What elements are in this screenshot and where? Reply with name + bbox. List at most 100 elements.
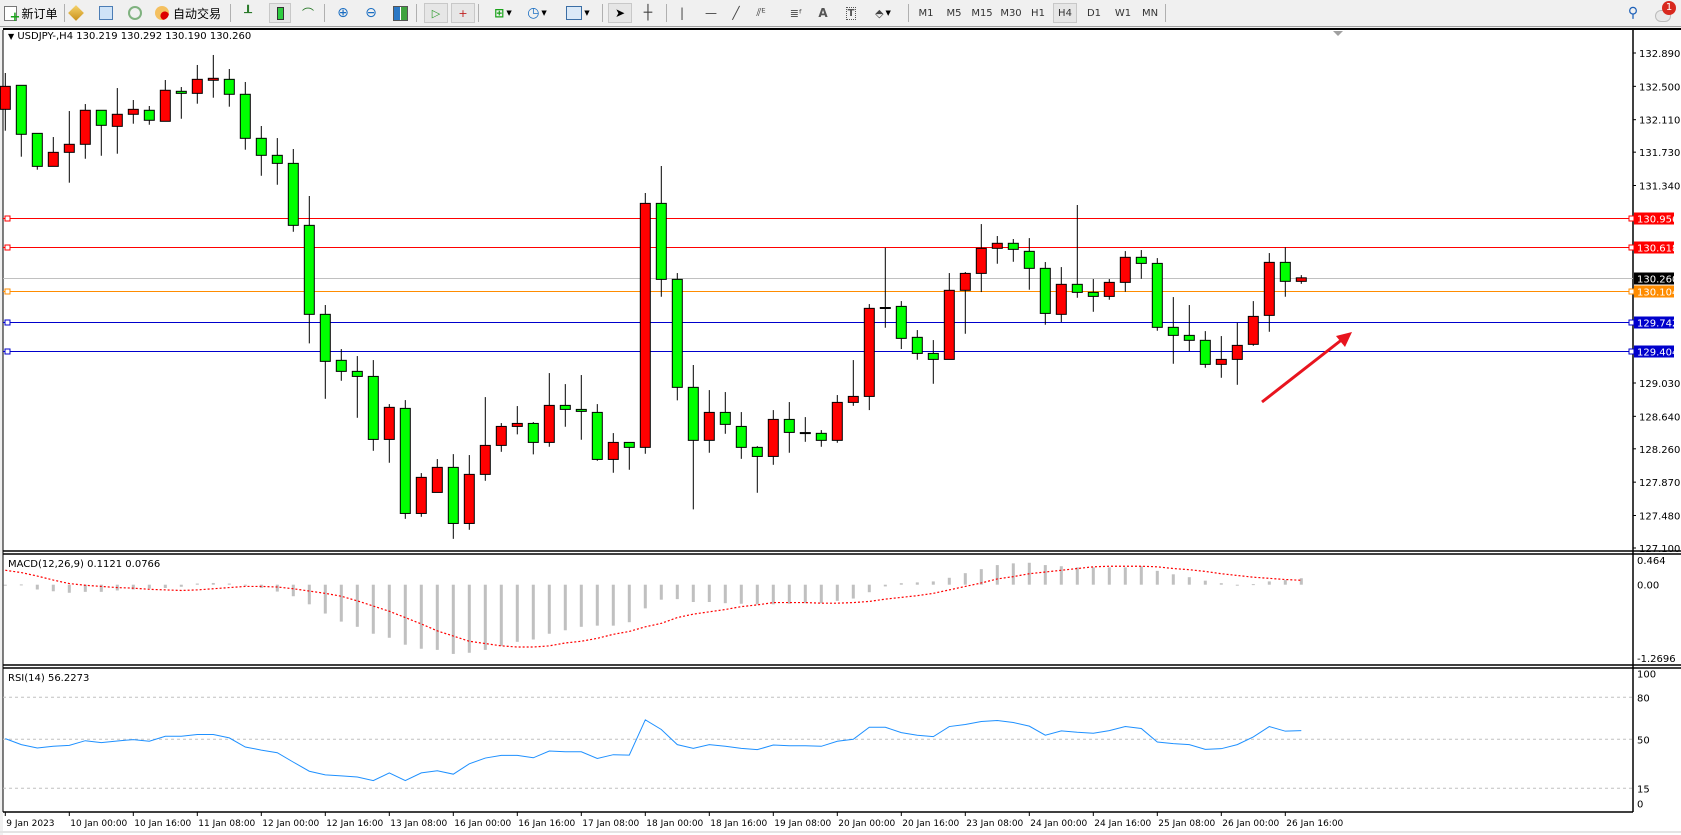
candlestick-button[interactable] (269, 3, 291, 23)
time-axis-label: 17 Jan 08:00 (582, 819, 639, 829)
horizontal-line-button[interactable]: — (701, 3, 721, 23)
line-handle-right (1628, 215, 1635, 222)
line-handle-right (1628, 288, 1635, 295)
bullish-candle (511, 422, 523, 427)
rsi-line (5, 719, 1302, 782)
fibonacci-button[interactable]: ≣ᶠ (785, 3, 807, 23)
navigator-button[interactable] (97, 3, 115, 23)
price-axis-label: 128.640 (1639, 412, 1680, 423)
tile-windows-button[interactable] (391, 3, 409, 23)
time-axis-label: 10 Jan 00:00 (70, 819, 127, 829)
time-axis-label: 25 Jan 08:00 (1158, 819, 1215, 829)
macd-histogram-bar (1075, 567, 1079, 585)
bearish-candle (271, 154, 283, 164)
macd-histogram-bar (579, 584, 583, 627)
bearish-candle (223, 78, 235, 95)
bar-chart-icon: ┸ (244, 5, 252, 21)
crosshair-button[interactable]: ┼ (638, 3, 658, 23)
new-order-button[interactable]: + 新订单 (2, 3, 60, 24)
macd-signal-line (5, 565, 1302, 648)
macd-histogram-bar (35, 584, 39, 590)
indicators-button[interactable]: ▼ (562, 3, 594, 23)
time-axis-label: 16 Jan 16:00 (518, 819, 575, 829)
timeframe-m5[interactable]: M5 (946, 7, 962, 19)
text-icon: A (818, 6, 828, 20)
macd-histogram-bar (995, 565, 999, 585)
text-button[interactable]: A (814, 3, 832, 23)
crosshair-icon: ┼ (643, 5, 653, 21)
arrows-icon: ⬘ (875, 6, 884, 20)
new-order-icon: + (4, 5, 20, 24)
time-axis-label: 18 Jan 00:00 (646, 819, 703, 829)
bullish-candle (191, 78, 203, 94)
time-axis-label: 12 Jan 16:00 (326, 819, 383, 829)
bullish-candle (159, 89, 171, 122)
auto-trading-button[interactable]: 自动交易 (154, 3, 222, 23)
zoom-in-icon: ⊕ (337, 5, 349, 21)
bearish-candle (719, 411, 731, 425)
bullish-candle (479, 444, 491, 475)
timeframe-m30[interactable]: M30 (1000, 7, 1022, 19)
zoom-out-icon: ⊖ (365, 5, 377, 21)
macd-histogram-bar (19, 584, 23, 586)
macd-histogram-bar (1091, 567, 1095, 585)
macd-histogram-bar (835, 584, 839, 601)
new-chart-icon: ⊞ (494, 6, 505, 20)
bullish-candle (607, 441, 619, 460)
bullish-candle (863, 307, 875, 397)
notifications-button[interactable]: 1 (1650, 1, 1676, 23)
bullish-candle (847, 395, 859, 403)
timeframe-h4[interactable]: H4 (1053, 3, 1077, 23)
bullish-candle (767, 418, 779, 457)
notification-badge: 1 (1662, 1, 1676, 15)
macd-histogram-bar (243, 584, 247, 586)
macd-axis-label: 0.00 (1637, 581, 1659, 592)
bearish-candle (367, 375, 379, 440)
bullish-candle (111, 113, 123, 127)
bearish-candle (95, 109, 107, 126)
periods-button[interactable]: ◷ ▼ (527, 5, 547, 21)
timeframe-m1[interactable]: M1 (918, 7, 934, 19)
symbol-menu-icon[interactable]: ▼ (8, 32, 15, 41)
macd-histogram-bar (339, 584, 343, 622)
timeframe-d1[interactable]: D1 (1086, 7, 1102, 19)
line-chart-button[interactable]: ⌒ (299, 3, 317, 23)
signals-button[interactable] (126, 3, 144, 23)
macd-histogram-bar (1299, 578, 1303, 585)
text-label-icon: T (845, 6, 857, 20)
trendline-button[interactable]: ╱ (726, 3, 746, 23)
bullish-candle (0, 85, 11, 110)
bar-chart-button[interactable]: ┸ (239, 3, 257, 23)
vertical-line-button[interactable]: | (672, 3, 692, 23)
rsi-axis-label: 0 (1637, 799, 1643, 810)
macd-histogram-bar (1123, 567, 1127, 585)
trend-arrow-line (1261, 336, 1345, 404)
bearish-candle (655, 202, 667, 280)
arrows-button[interactable]: ⬘ ▼ (875, 6, 891, 20)
tile-windows-icon (392, 5, 408, 21)
cursor-button[interactable]: ➤ (608, 3, 632, 23)
chart-shift-button[interactable]: + (451, 3, 475, 23)
new-chart-button[interactable]: ⊞ ▼ (494, 6, 512, 20)
chart-shift-icon: + (458, 6, 468, 20)
timeframe-h1[interactable]: H1 (1031, 7, 1045, 19)
macd-histogram-bar (483, 584, 487, 650)
search-button[interactable]: ⚲ (1624, 3, 1642, 23)
equidistant-channel-button[interactable]: ⫽ᴱ (750, 3, 772, 23)
zoom-out-button[interactable]: ⊖ (362, 3, 380, 23)
timeframe-w1[interactable]: W1 (1114, 7, 1132, 19)
bearish-candle (1135, 256, 1147, 264)
auto-scroll-button[interactable]: ▷ (424, 3, 448, 23)
macd-histogram-bar (531, 584, 535, 640)
macd-histogram-bar (371, 584, 375, 634)
timeframe-m15[interactable]: M15 (971, 7, 993, 19)
line-handle-left (4, 319, 11, 326)
bullish-candle (943, 289, 955, 360)
zoom-in-button[interactable]: ⊕ (334, 3, 352, 23)
text-label-button[interactable]: T (842, 3, 860, 23)
price-axis-label: 128.260 (1639, 445, 1680, 456)
toolbar: + 新订单 自动交易 ┸ ⌒ ⊕ ⊖ ▷ + ⊞ ▼ ◷ ▼ ▼ ➤ ┼ | — ╱… (0, 0, 1681, 27)
periods-icon: ◷ (527, 5, 540, 21)
timeframe-mn[interactable]: MN (1141, 7, 1159, 19)
